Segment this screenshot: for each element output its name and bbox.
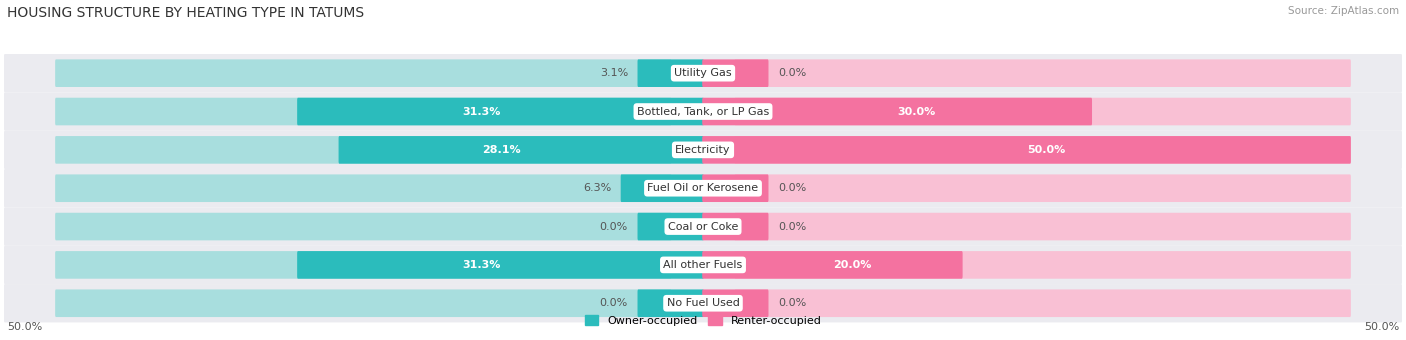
Text: Coal or Coke: Coal or Coke bbox=[668, 222, 738, 232]
FancyBboxPatch shape bbox=[4, 284, 1402, 322]
Text: 0.0%: 0.0% bbox=[778, 298, 806, 308]
FancyBboxPatch shape bbox=[339, 136, 704, 164]
FancyBboxPatch shape bbox=[620, 174, 704, 202]
FancyBboxPatch shape bbox=[734, 251, 1351, 279]
FancyBboxPatch shape bbox=[55, 289, 672, 317]
Text: Source: ZipAtlas.com: Source: ZipAtlas.com bbox=[1288, 6, 1399, 16]
FancyBboxPatch shape bbox=[55, 59, 672, 87]
FancyBboxPatch shape bbox=[637, 59, 704, 87]
FancyBboxPatch shape bbox=[297, 251, 704, 279]
FancyBboxPatch shape bbox=[637, 289, 704, 317]
Text: 0.0%: 0.0% bbox=[778, 183, 806, 193]
Text: 50.0%: 50.0% bbox=[1364, 322, 1399, 332]
FancyBboxPatch shape bbox=[702, 289, 769, 317]
Text: 31.3%: 31.3% bbox=[461, 260, 501, 270]
FancyBboxPatch shape bbox=[734, 289, 1351, 317]
Text: 31.3%: 31.3% bbox=[461, 106, 501, 117]
FancyBboxPatch shape bbox=[734, 136, 1351, 164]
FancyBboxPatch shape bbox=[702, 98, 1092, 125]
FancyBboxPatch shape bbox=[55, 136, 672, 164]
FancyBboxPatch shape bbox=[4, 207, 1402, 246]
FancyBboxPatch shape bbox=[734, 174, 1351, 202]
FancyBboxPatch shape bbox=[702, 251, 963, 279]
Text: All other Fuels: All other Fuels bbox=[664, 260, 742, 270]
FancyBboxPatch shape bbox=[734, 213, 1351, 240]
Text: Electricity: Electricity bbox=[675, 145, 731, 155]
Text: 0.0%: 0.0% bbox=[778, 68, 806, 78]
Text: Fuel Oil or Kerosene: Fuel Oil or Kerosene bbox=[647, 183, 759, 193]
FancyBboxPatch shape bbox=[734, 98, 1351, 125]
FancyBboxPatch shape bbox=[55, 174, 672, 202]
FancyBboxPatch shape bbox=[4, 92, 1402, 131]
FancyBboxPatch shape bbox=[734, 59, 1351, 87]
Text: Bottled, Tank, or LP Gas: Bottled, Tank, or LP Gas bbox=[637, 106, 769, 117]
FancyBboxPatch shape bbox=[637, 213, 704, 240]
Text: 0.0%: 0.0% bbox=[778, 222, 806, 232]
Text: 0.0%: 0.0% bbox=[600, 222, 628, 232]
FancyBboxPatch shape bbox=[702, 174, 769, 202]
Text: Utility Gas: Utility Gas bbox=[675, 68, 731, 78]
Text: 6.3%: 6.3% bbox=[583, 183, 612, 193]
Text: 20.0%: 20.0% bbox=[832, 260, 870, 270]
Text: 0.0%: 0.0% bbox=[600, 298, 628, 308]
FancyBboxPatch shape bbox=[55, 213, 672, 240]
Text: No Fuel Used: No Fuel Used bbox=[666, 298, 740, 308]
FancyBboxPatch shape bbox=[702, 136, 1351, 164]
FancyBboxPatch shape bbox=[4, 246, 1402, 284]
FancyBboxPatch shape bbox=[55, 251, 672, 279]
Text: 28.1%: 28.1% bbox=[482, 145, 522, 155]
Text: HOUSING STRUCTURE BY HEATING TYPE IN TATUMS: HOUSING STRUCTURE BY HEATING TYPE IN TAT… bbox=[7, 6, 364, 20]
FancyBboxPatch shape bbox=[4, 131, 1402, 169]
FancyBboxPatch shape bbox=[702, 213, 769, 240]
FancyBboxPatch shape bbox=[702, 59, 769, 87]
FancyBboxPatch shape bbox=[297, 98, 704, 125]
Text: 50.0%: 50.0% bbox=[1026, 145, 1066, 155]
Legend: Owner-occupied, Renter-occupied: Owner-occupied, Renter-occupied bbox=[581, 311, 825, 330]
Text: 50.0%: 50.0% bbox=[7, 322, 42, 332]
FancyBboxPatch shape bbox=[4, 169, 1402, 207]
FancyBboxPatch shape bbox=[55, 98, 672, 125]
FancyBboxPatch shape bbox=[4, 54, 1402, 92]
Text: 3.1%: 3.1% bbox=[600, 68, 628, 78]
Text: 30.0%: 30.0% bbox=[897, 106, 935, 117]
